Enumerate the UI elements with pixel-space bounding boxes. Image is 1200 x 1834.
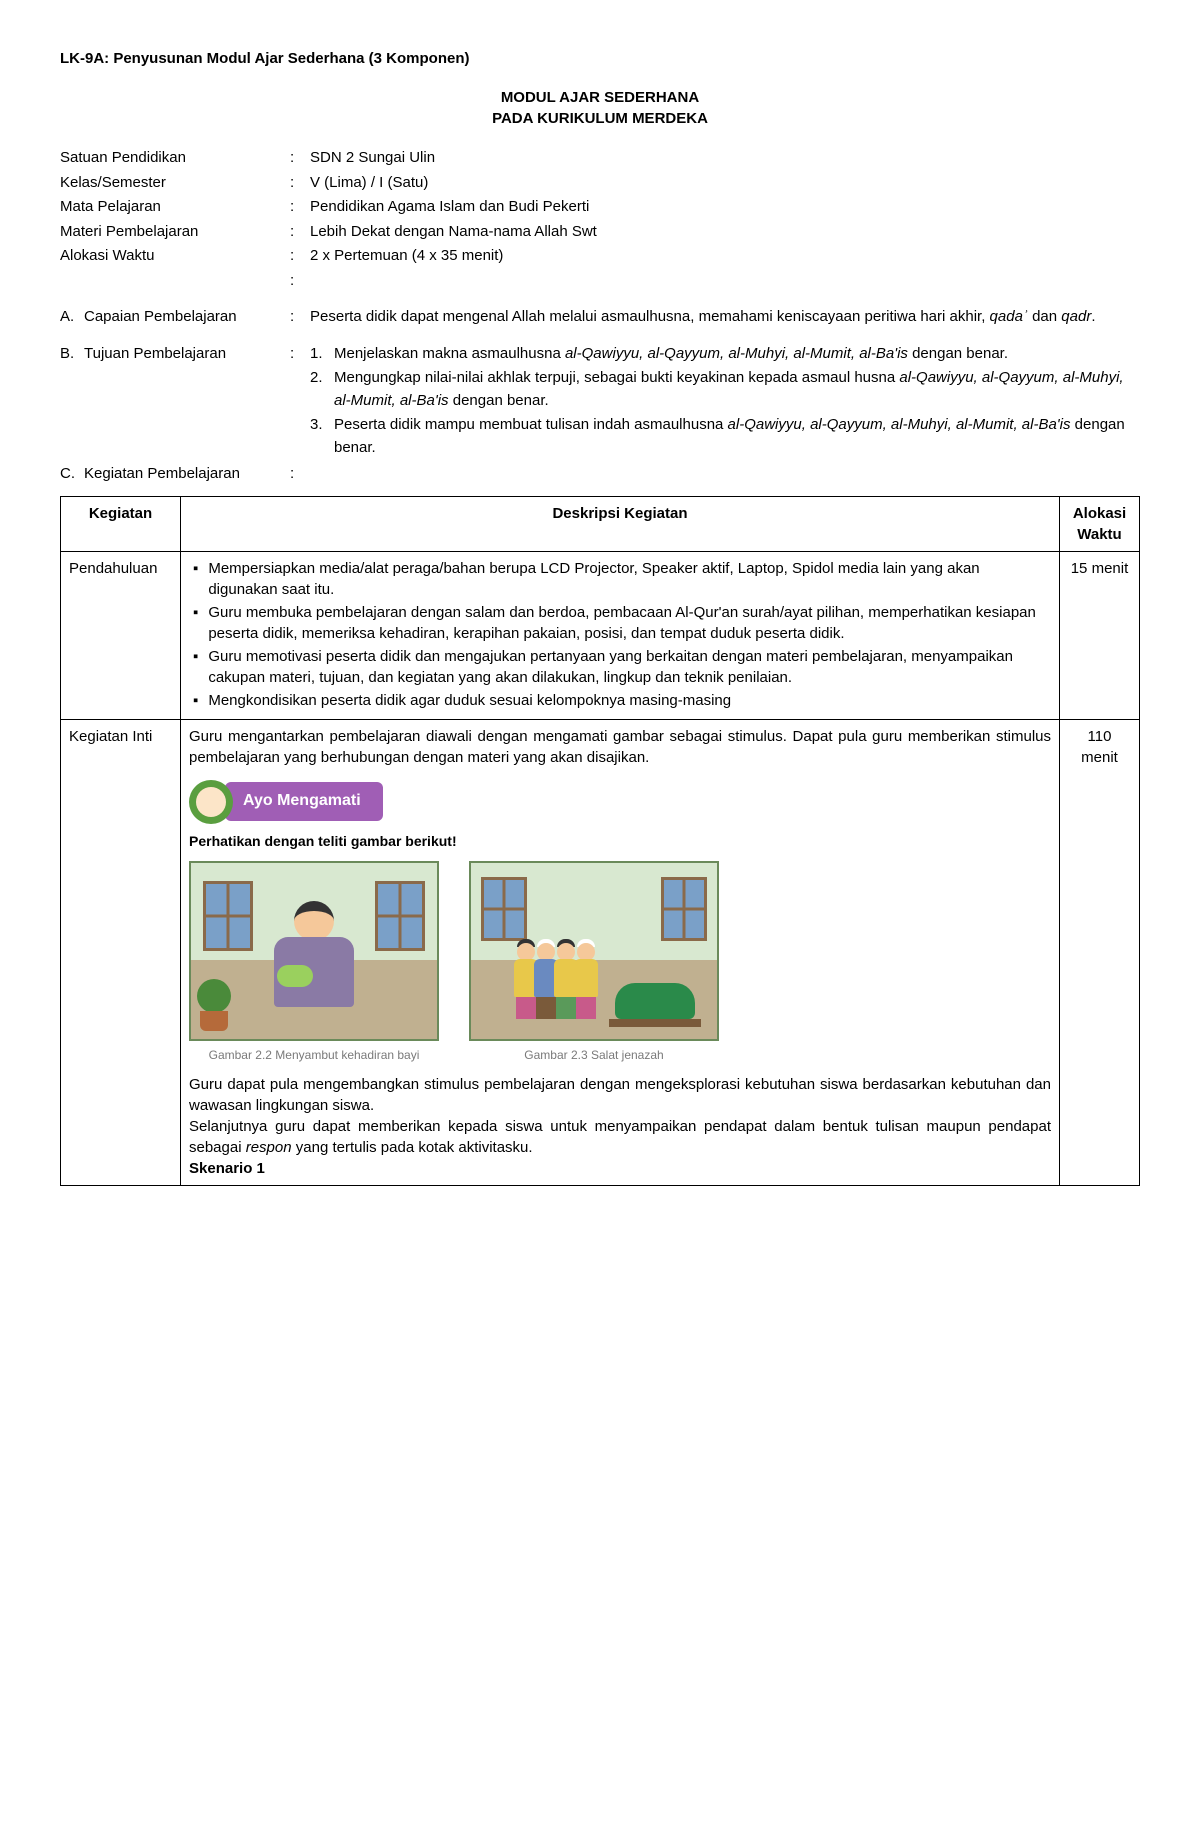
colon: : xyxy=(290,221,310,244)
figure-2: Gambar 2.3 Salat jenazah xyxy=(469,861,719,1064)
table-row: Kegiatan Inti Guru mengantarkan pembelaj… xyxy=(61,719,1140,1185)
illustration-jenazah xyxy=(469,861,719,1041)
activities-table: Kegiatan Deskripsi Kegiatan Alokasi Wakt… xyxy=(60,496,1140,1186)
objectives-list: 1. Menjelaskan makna asmaulhusna al-Qawi… xyxy=(310,343,1140,462)
caption-2: Gambar 2.3 Salat jenazah xyxy=(469,1047,719,1064)
value-empty xyxy=(310,270,1140,293)
label-kelas: Kelas/Semester xyxy=(60,172,290,195)
obj-text: Peserta didik mampu membuat tulisan inda… xyxy=(334,414,1140,459)
info-grid: Satuan Pendidikan : SDN 2 Sungai Ulin Ke… xyxy=(60,147,1140,292)
objective-item: 1. Menjelaskan makna asmaulhusna al-Qawi… xyxy=(310,343,1140,366)
objective-item: 2. Mengungkap nilai-nilai akhlak terpuji… xyxy=(310,367,1140,412)
objective-item: 3. Peserta didik mampu membuat tulisan i… xyxy=(310,414,1140,459)
section-a-letter: A. xyxy=(60,306,84,329)
th-kegiatan: Kegiatan xyxy=(61,496,181,551)
list-item: Guru memotivasi peserta didik dan mengaj… xyxy=(193,646,1051,688)
obj-num: 3. xyxy=(310,414,334,459)
list-item: Mempersiapkan media/alat peraga/bahan be… xyxy=(193,558,1051,600)
table-header-row: Kegiatan Deskripsi Kegiatan Alokasi Wakt… xyxy=(61,496,1140,551)
title-line-2: PADA KURIKULUM MERDEKA xyxy=(60,108,1140,129)
label-materi: Materi Pembelajaran xyxy=(60,221,290,244)
pendahuluan-bullets: Mempersiapkan media/alat peraga/bahan be… xyxy=(189,558,1051,711)
table-row: Pendahuluan Mempersiapkan media/alat per… xyxy=(61,551,1140,719)
section-c-letter: C. xyxy=(60,463,84,486)
list-item: Mengkondisikan peserta didik agar duduk … xyxy=(193,690,1051,711)
inti-para-2a: Guru dapat pula mengembangkan stimulus p… xyxy=(189,1074,1051,1116)
figures-row: Gambar 2.2 Menyambut kehadiran bayi xyxy=(189,861,1051,1064)
value-alokasi: 2 x Pertemuan (4 x 35 menit) xyxy=(310,245,1140,268)
value-materi: Lebih Dekat dengan Nama-nama Allah Swt xyxy=(310,221,1140,244)
inti-para-2b: Selanjutnya guru dapat memberikan kepada… xyxy=(189,1116,1051,1158)
label-empty xyxy=(60,270,290,293)
value-mapel: Pendidikan Agama Islam dan Budi Pekerti xyxy=(310,196,1140,219)
value-satuan: SDN 2 Sungai Ulin xyxy=(310,147,1140,170)
cell-deskripsi-2: Guru mengantarkan pembelajaran diawali d… xyxy=(181,719,1060,1185)
colon: : xyxy=(290,270,310,293)
section-c: C. Kegiatan Pembelajaran : xyxy=(60,463,1140,486)
figure-1: Gambar 2.2 Menyambut kehadiran bayi xyxy=(189,861,439,1064)
section-a-text: Peserta didik dapat mengenal Allah melal… xyxy=(310,306,1140,329)
instruction-text: Perhatikan dengan teliti gambar berikut! xyxy=(189,832,1051,852)
section-a-label: Capaian Pembelajaran xyxy=(84,306,237,329)
section-b: B. Tujuan Pembelajaran : 1. Menjelaskan … xyxy=(60,343,1140,462)
obj-num: 2. xyxy=(310,367,334,412)
section-a: A. Capaian Pembelajaran : Peserta didik … xyxy=(60,306,1140,329)
ayo-mengamati-badge: Ayo Mengamati xyxy=(189,780,383,824)
illustration-baby xyxy=(189,861,439,1041)
ayo-pill: Ayo Mengamati xyxy=(225,782,383,820)
th-deskripsi: Deskripsi Kegiatan xyxy=(181,496,1060,551)
title-line-1: MODUL AJAR SEDERHANA xyxy=(60,87,1140,108)
cell-waktu-1: 15 menit xyxy=(1060,551,1140,719)
skenario-heading: Skenario 1 xyxy=(189,1158,1051,1179)
th-waktu: Alokasi Waktu xyxy=(1060,496,1140,551)
title-block: MODUL AJAR SEDERHANA PADA KURIKULUM MERD… xyxy=(60,87,1140,129)
document-header: LK-9A: Penyusunan Modul Ajar Sederhana (… xyxy=(60,50,1140,67)
colon: : xyxy=(290,245,310,268)
child-magnifier-icon xyxy=(189,780,233,824)
obj-text: Menjelaskan makna asmaulhusna al-Qawiyyu… xyxy=(334,343,1140,366)
colon: : xyxy=(290,147,310,170)
obj-text: Mengungkap nilai-nilai akhlak terpuji, s… xyxy=(334,367,1140,412)
cell-deskripsi-1: Mempersiapkan media/alat peraga/bahan be… xyxy=(181,551,1060,719)
label-alokasi: Alokasi Waktu xyxy=(60,245,290,268)
value-kelas: V (Lima) / I (Satu) xyxy=(310,172,1140,195)
colon: : xyxy=(290,343,310,462)
obj-num: 1. xyxy=(310,343,334,366)
caption-1: Gambar 2.2 Menyambut kehadiran bayi xyxy=(189,1047,439,1064)
cell-kegiatan-1: Pendahuluan xyxy=(61,551,181,719)
cell-kegiatan-2: Kegiatan Inti xyxy=(61,719,181,1185)
label-mapel: Mata Pelajaran xyxy=(60,196,290,219)
list-item: Guru membuka pembelajaran dengan salam d… xyxy=(193,602,1051,644)
colon: : xyxy=(290,306,310,329)
colon: : xyxy=(290,463,310,486)
colon: : xyxy=(290,172,310,195)
label-satuan: Satuan Pendidikan xyxy=(60,147,290,170)
inti-intro: Guru mengantarkan pembelajaran diawali d… xyxy=(189,726,1051,768)
colon: : xyxy=(290,196,310,219)
section-b-label: Tujuan Pembelajaran xyxy=(84,343,226,462)
cell-waktu-2: 110 menit xyxy=(1060,719,1140,1185)
section-c-label: Kegiatan Pembelajaran xyxy=(84,463,240,486)
section-b-letter: B. xyxy=(60,343,84,462)
